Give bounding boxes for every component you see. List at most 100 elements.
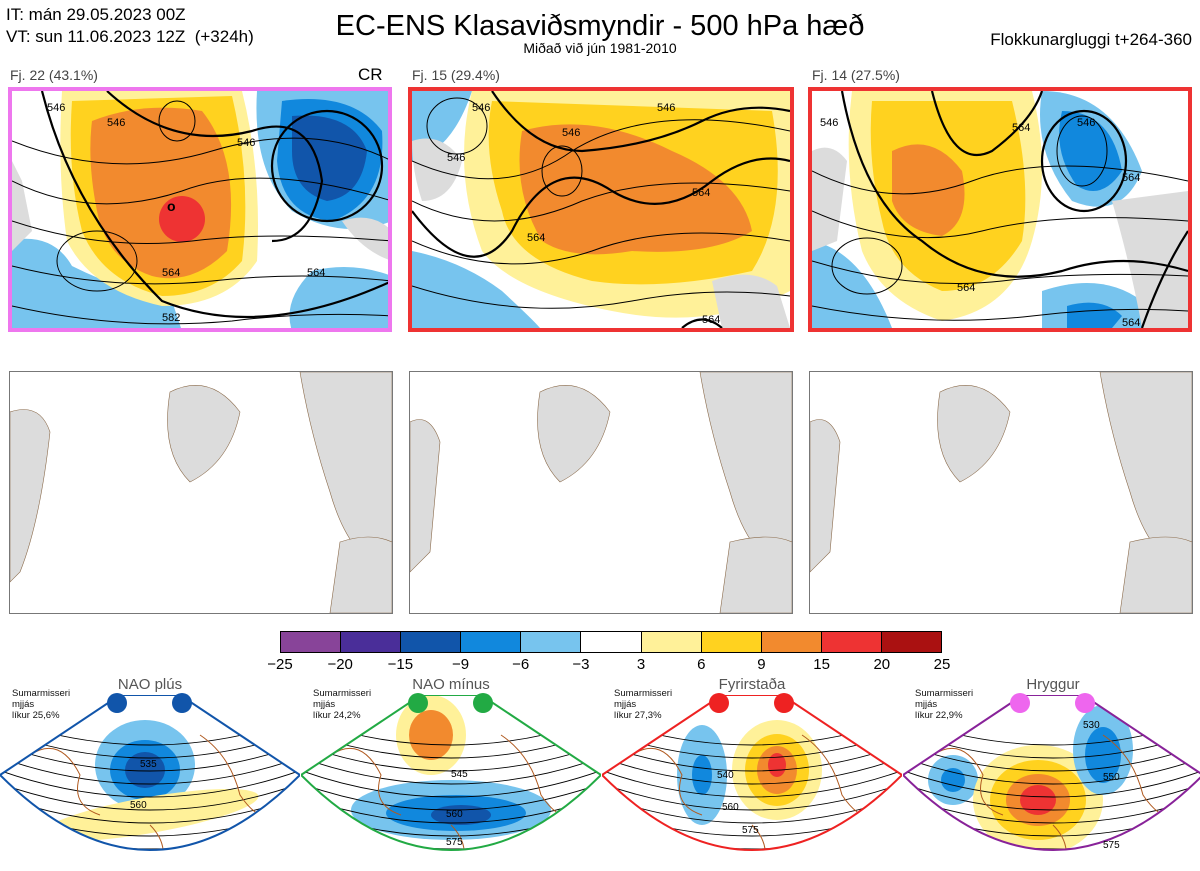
colorbar-tick-label: 20 — [873, 656, 891, 673]
height-contour — [903, 753, 1200, 785]
height-contour — [602, 779, 902, 811]
regime-contour-label: 545 — [451, 769, 468, 780]
regime-info-line: mjjás — [12, 699, 35, 710]
regime-contour-label: 575 — [1103, 840, 1120, 851]
cluster-3-contour-label: 546 — [1077, 117, 1095, 129]
colorbar-tick-label: 3 — [636, 656, 646, 673]
anomaly-shade — [1020, 785, 1056, 815]
regime-info: Sumarmisseri mjjás líkur 27,3% — [614, 688, 672, 721]
cluster-1-tag: CR — [358, 65, 383, 84]
cluster-1-contour-label: 546 — [47, 102, 65, 114]
cluster-2-contour-label: 564 — [702, 314, 720, 326]
cluster-1-contour-label: 546 — [107, 117, 125, 129]
height-contour — [0, 766, 300, 798]
colorbar-swatch — [281, 632, 342, 652]
regime-contour-label: 560 — [446, 809, 463, 820]
page-title: EC-ENS Klasaviðsmyndir - 500 hPa hæð — [335, 10, 865, 42]
vt-line: VT: sun 11.06.2023 12Z (+324h) — [6, 27, 254, 46]
regime-map: 545 560 575 — [301, 695, 601, 851]
cluster-1-contour-label: 564 — [307, 267, 325, 279]
cluster-2-contour-label: 546 — [472, 102, 490, 114]
cluster-1-contour-label: 582 — [162, 312, 180, 324]
page-subtitle: Miðað við jún 1981-2010 — [523, 40, 677, 56]
height-contour — [903, 779, 1200, 811]
regime-info-line: mjjás — [915, 699, 938, 710]
regime-contour-label: 560 — [130, 800, 147, 811]
regime-dot-icon — [709, 693, 729, 713]
cluster-3-map: 546 546 564 564 564 564 — [808, 87, 1192, 332]
anomaly-shade — [125, 752, 165, 788]
cluster-1-label: Fj. 22 (43.1%) — [10, 67, 98, 83]
regime-info-line: Sumarmisseri — [915, 688, 974, 699]
anomaly-shade — [941, 768, 965, 792]
regime-map: 530 550 575 — [903, 695, 1200, 870]
regime-dot-icon — [107, 693, 127, 713]
cluster-1-map: 546 546 564 564 582 546 o — [8, 87, 392, 332]
regime-info-line: líkur 24,2% — [313, 710, 361, 721]
regime-contour-label: 560 — [722, 802, 739, 813]
colorbar-swatch — [881, 632, 942, 652]
cluster-1-contour-label: 564 — [162, 267, 180, 279]
regime-info-line: Sumarmisseri — [313, 688, 372, 699]
regime-frame — [602, 695, 902, 851]
height-contour — [0, 753, 300, 785]
regime-map: 540 560 575 — [602, 695, 902, 851]
colorbar-swatch — [701, 632, 762, 652]
classification-window: Flokkunargluggi t+264-360 — [990, 30, 1192, 49]
regime-title: NAO mínus — [412, 676, 490, 693]
cluster-2-contour-label: 546 — [447, 152, 465, 164]
cluster-2-contour-label: 546 — [657, 102, 675, 114]
cluster-2-label: Fj. 15 (29.4%) — [412, 67, 500, 83]
colorbar-swatch — [821, 632, 882, 652]
blank-map-3 — [809, 371, 1193, 614]
cluster-3-label: Fj. 14 (27.5%) — [812, 67, 900, 83]
regime-info: Sumarmisseri mjjás líkur 22,9% — [915, 688, 973, 721]
anomaly-shade — [768, 753, 786, 777]
low-marker-icon: o — [167, 198, 176, 214]
regime-contour-label: 575 — [446, 837, 463, 848]
colorbar-swatch — [761, 632, 822, 652]
colorbar-swatch — [521, 632, 582, 652]
cluster-2-map: 546 546 546 564 564 564 546 — [408, 87, 794, 332]
cluster-3-contour-label: 564 — [1122, 317, 1140, 328]
cluster-2-contour-label: 564 — [692, 187, 710, 199]
regime-dot-icon — [774, 693, 794, 713]
colorbar-swatch — [461, 632, 522, 652]
height-contour — [903, 766, 1200, 798]
cluster-3-contour-label: 546 — [820, 117, 838, 129]
regime-dot-icon — [1010, 693, 1030, 713]
regime-info-line: mjjás — [614, 699, 637, 710]
regime-contour-label: 535 — [140, 759, 157, 770]
regime-map: 535 560 — [0, 695, 300, 851]
header-info: IT: mán 29.05.2023 00Z VT: sun 11.06.202… — [6, 4, 254, 48]
regime-contour-label: 530 — [1083, 720, 1100, 731]
anomaly-shade — [1018, 864, 1048, 870]
regime-info-line: Sumarmisseri — [614, 688, 673, 699]
regime-frame — [301, 695, 601, 851]
cluster-2-contour-label: 546 — [562, 127, 580, 139]
height-contour — [0, 779, 300, 811]
regime-info: Sumarmisseri mjjás líkur 24,2% — [313, 688, 371, 721]
cluster-1-contour-label: 546 — [237, 137, 255, 149]
regime-title: NAO plús — [117, 676, 183, 693]
regime-frame — [903, 695, 1200, 851]
colorbar-tick-label: −3 — [572, 656, 590, 673]
colorbar-swatch — [401, 632, 462, 652]
regime-dot-icon — [172, 693, 192, 713]
cluster-2-contour-label: 564 — [527, 232, 545, 244]
colorbar-tick-label: 15 — [813, 656, 830, 673]
it-line: IT: mán 29.05.2023 00Z — [6, 5, 186, 24]
colorbar-tick-label: 25 — [933, 656, 951, 673]
blank-map-2 — [409, 371, 793, 614]
colorbar-swatch — [581, 632, 642, 652]
height-contour — [301, 753, 601, 785]
regime-title: Fyrirstaða — [718, 676, 786, 693]
height-contour — [301, 766, 601, 798]
regime-info-line: líkur 27,3% — [614, 710, 662, 721]
anomaly-shade — [692, 755, 712, 795]
regime-contour-label: 550 — [1103, 772, 1120, 783]
cluster-3-contour-label: 564 — [1012, 122, 1030, 134]
colorbar-swatch — [641, 632, 702, 652]
colorbar-tick-label: −20 — [327, 656, 353, 673]
colorbar — [280, 631, 942, 653]
